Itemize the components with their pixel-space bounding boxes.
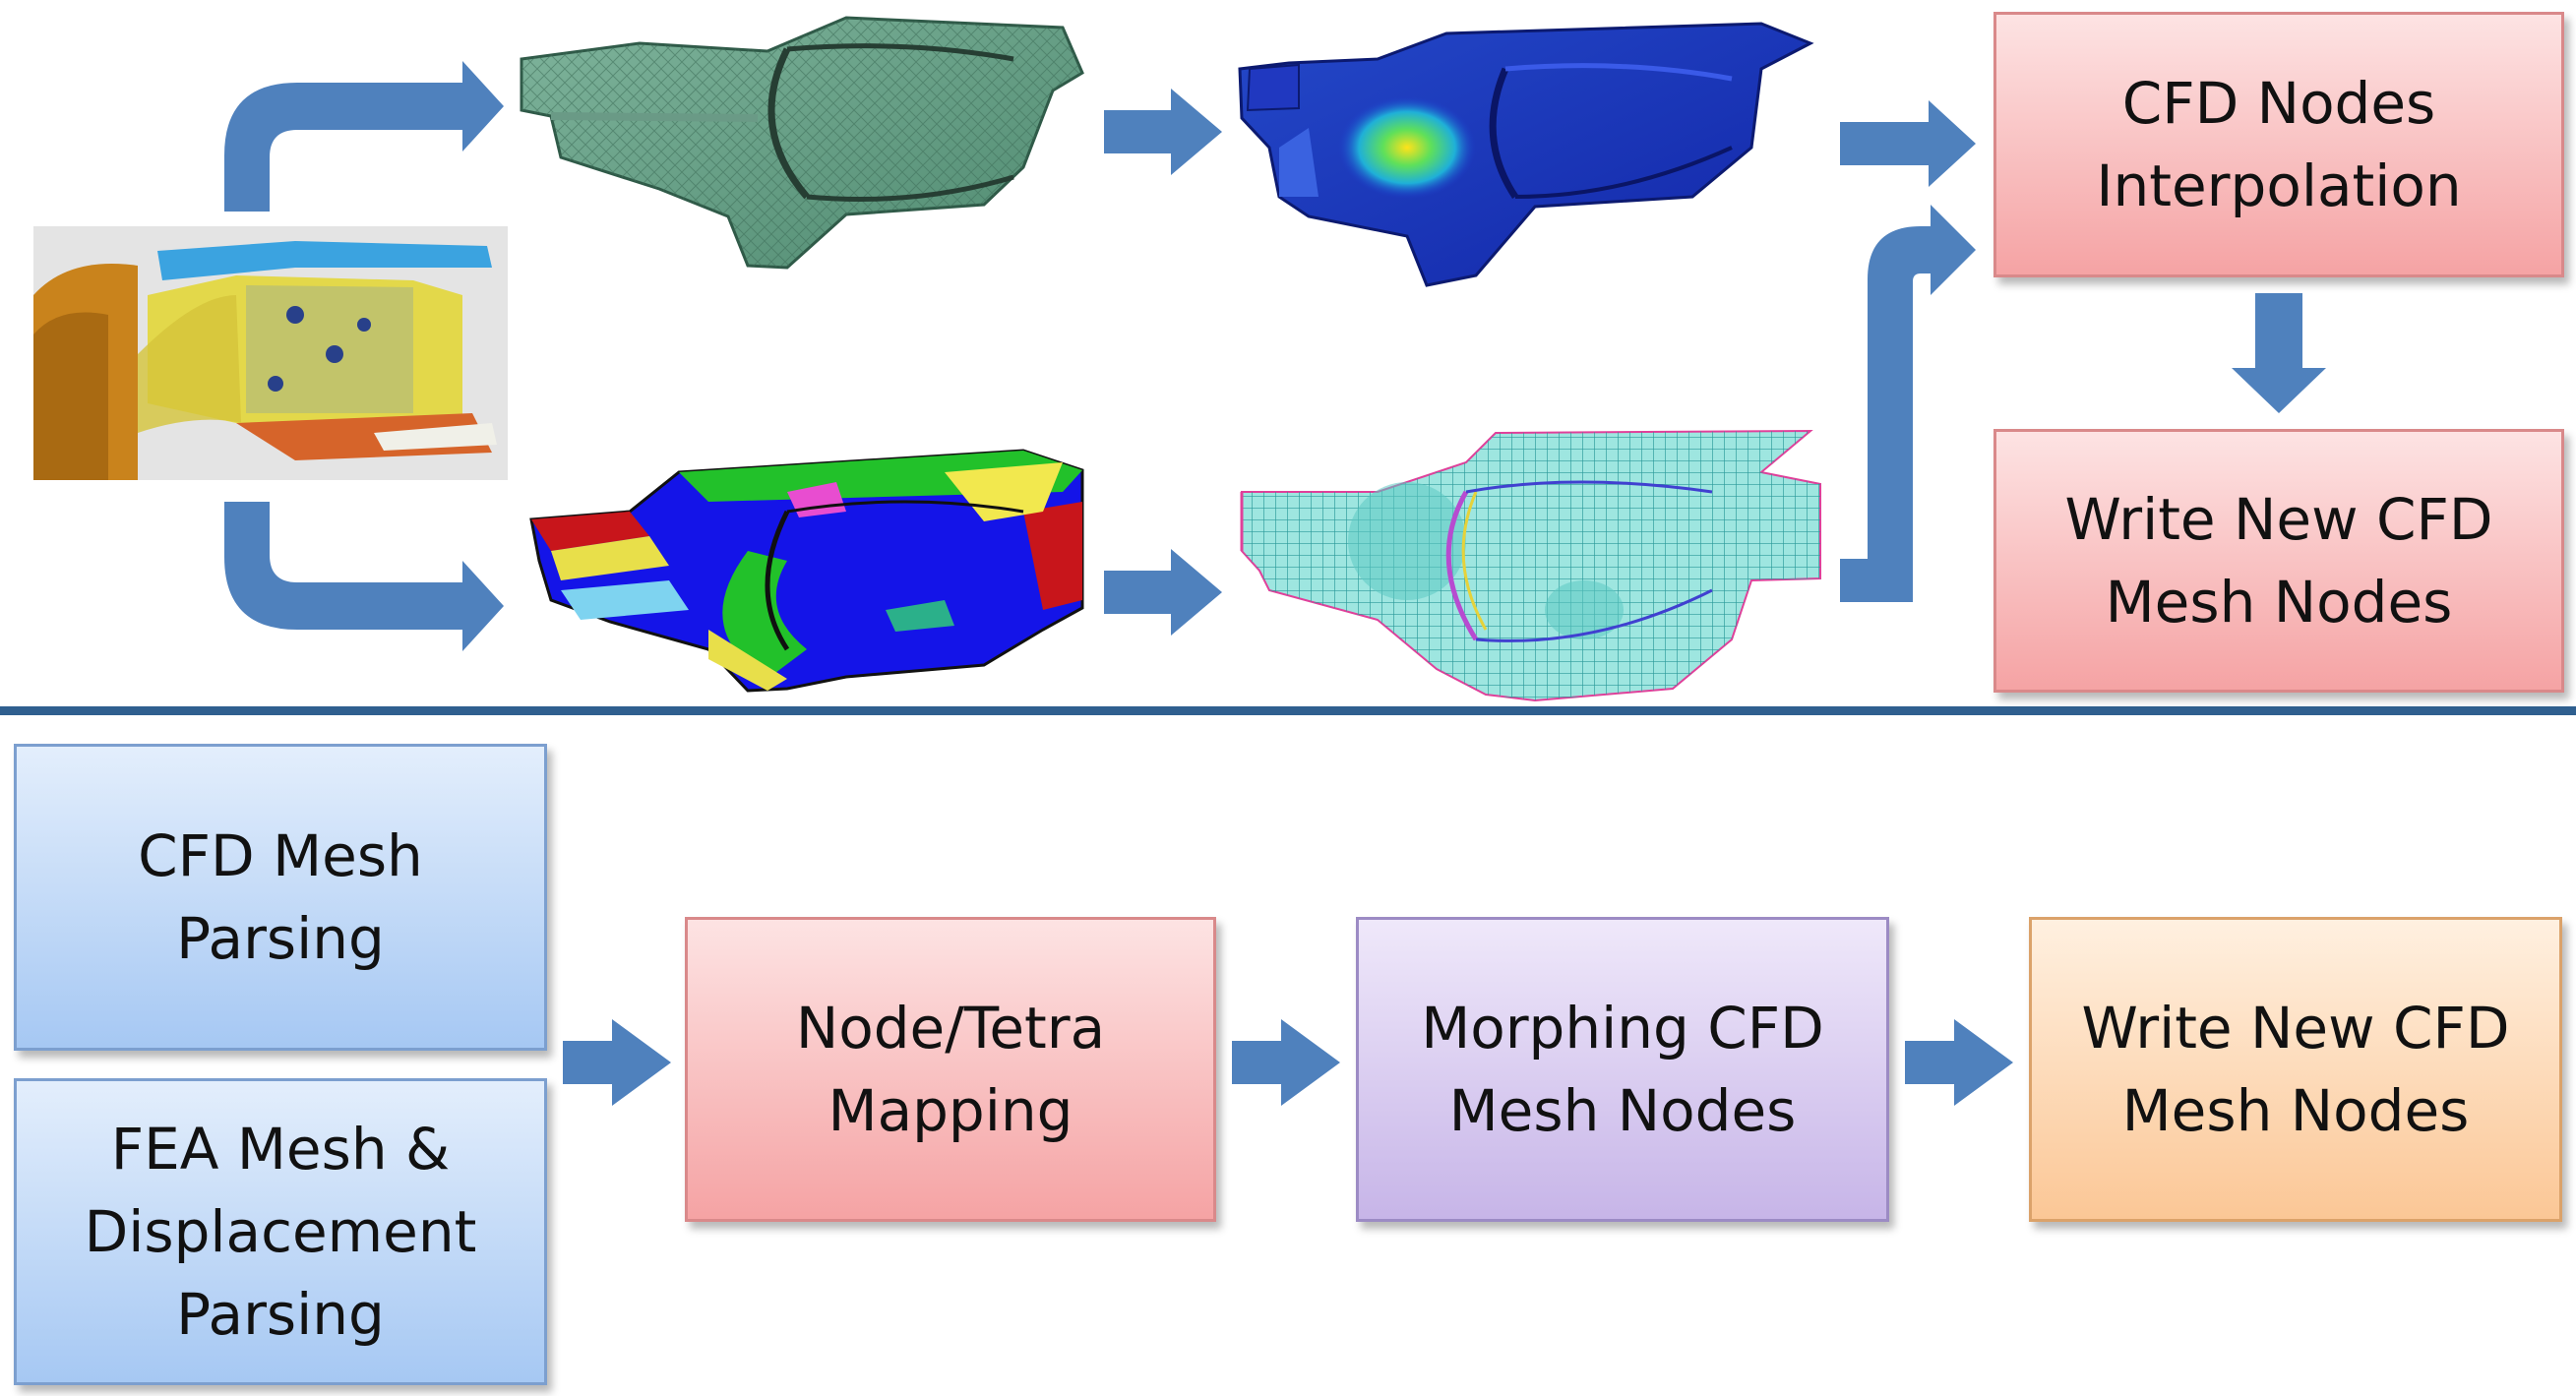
- fea-parse-line2: Displacement: [84, 1198, 477, 1265]
- cfd-parse-line2: Parsing: [176, 905, 385, 972]
- cfd-parse-line1: CFD Mesh: [138, 822, 423, 889]
- fea-mesh-displacement-parsing-box: FEA Mesh & Displacement Parsing: [14, 1078, 547, 1385]
- morphing-cfd-mesh-nodes-box: Morphing CFD Mesh Nodes: [1356, 917, 1889, 1222]
- fea-parse-line1: FEA Mesh &: [110, 1116, 451, 1183]
- mapping-line2: Mapping: [828, 1077, 1073, 1144]
- cfd-volume-mesh-image: [1240, 429, 1821, 702]
- fea-parse-line3: Parsing: [176, 1281, 385, 1348]
- arrow-group: [224, 61, 2326, 651]
- morphing-line2: Mesh Nodes: [1448, 1077, 1797, 1144]
- arrow-mapping-to-morphing: [1232, 1019, 1340, 1106]
- elbow-arrow-up: [224, 61, 504, 212]
- arrow-mesh-to-displacement: [1104, 89, 1222, 175]
- colored-cfd-parts-image: [529, 449, 1084, 693]
- arrow-displacement-to-interpolation: [1840, 100, 1976, 187]
- morphing-line1: Morphing CFD: [1421, 995, 1824, 1062]
- section-divider: [0, 706, 2576, 715]
- elbow-arrow-grid-to-interpolation: [1840, 205, 1976, 602]
- displacement-contour-image: [1238, 22, 1814, 287]
- cfd-nodes-interpolation-box: CFD Nodes Interpolation: [1993, 12, 2564, 277]
- write-new-cfd-mesh-nodes-bottom-box: Write New CFD Mesh Nodes: [2029, 917, 2562, 1222]
- arrow-parsing-to-mapping: [563, 1019, 671, 1106]
- write-new-cfd-mesh-nodes-top-box: Write New CFD Mesh Nodes: [1993, 429, 2564, 693]
- write-top-line1: Write New CFD: [2064, 486, 2493, 553]
- cfd-mesh-parsing-box: CFD Mesh Parsing: [14, 744, 547, 1051]
- green-surface-mesh-image: [520, 16, 1084, 270]
- write-top-line2: Mesh Nodes: [2105, 569, 2453, 636]
- elbow-arrow-down: [224, 502, 504, 651]
- write-bottom-line1: Write New CFD: [2081, 995, 2510, 1062]
- arrow-interpolation-to-write: [2232, 293, 2326, 413]
- arrow-morphing-to-write: [1905, 1019, 2013, 1106]
- cad-model-image: [33, 226, 508, 480]
- interp-line1: CFD Nodes: [2121, 70, 2436, 137]
- mapping-line1: Node/Tetra: [795, 995, 1106, 1062]
- interp-line2: Interpolation: [2096, 152, 2462, 219]
- write-bottom-line2: Mesh Nodes: [2121, 1077, 2470, 1144]
- node-tetra-mapping-box: Node/Tetra Mapping: [685, 917, 1216, 1222]
- arrow-parts-to-grid: [1104, 549, 1222, 636]
